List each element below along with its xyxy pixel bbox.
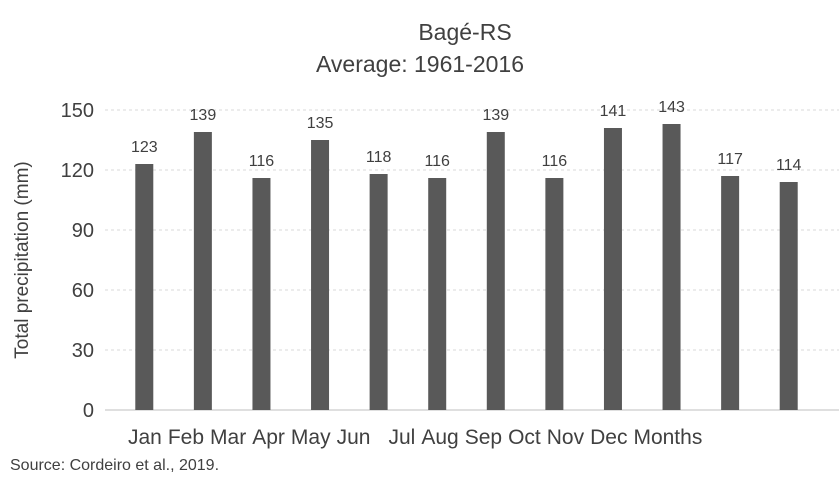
x-tick-label: Nov: [547, 426, 585, 449]
x-tick-label: Mar: [210, 426, 246, 449]
data-label: 139: [190, 107, 217, 124]
chart-title: Bagé-RS: [418, 19, 511, 45]
y-tick-label: 120: [61, 160, 94, 182]
bar: [662, 124, 681, 410]
data-label: 139: [482, 107, 509, 124]
y-tick-label: 0: [83, 400, 94, 422]
data-label: 117: [717, 151, 743, 168]
data-label: 114: [776, 157, 802, 174]
bar: [779, 182, 798, 410]
data-label: 141: [600, 103, 627, 120]
x-tick-label: Jun: [337, 426, 371, 449]
bar: [193, 132, 212, 410]
data-label: 123: [131, 139, 158, 156]
y-tick-label: 30: [72, 340, 94, 362]
x-tick-label: Oct: [508, 426, 541, 449]
data-label: 116: [424, 153, 450, 170]
x-tick-label: Apr: [252, 426, 285, 449]
data-label: 135: [307, 115, 334, 132]
x-tick-label: Feb: [168, 426, 204, 449]
x-tick-label: Dec: [590, 426, 627, 449]
y-tick-label: 60: [72, 280, 94, 302]
bar: [135, 164, 154, 410]
chart-subtitle: Average: 1961-2016: [316, 51, 524, 77]
x-axis-labels: Jan Feb Mar Apr May Jun Jul Aug Sep Oct Nov Dec Mont…: [128, 426, 702, 449]
x-tick-label: May: [291, 426, 331, 449]
bar: [311, 140, 330, 410]
data-label: 116: [249, 153, 275, 170]
bar: [603, 128, 622, 410]
bar: [545, 178, 564, 410]
x-tick-label: Aug: [421, 426, 458, 449]
x-tick-label: Jul: [388, 426, 415, 449]
bar: [428, 178, 447, 410]
bar: [369, 174, 388, 410]
y-tick-label: 90: [72, 220, 94, 242]
data-label: 118: [366, 149, 392, 166]
source-note: Source: Cordeiro et al., 2019.: [10, 457, 219, 474]
data-label: 143: [658, 99, 685, 116]
x-axis-label: Months: [633, 426, 702, 449]
y-tick-label: 150: [61, 100, 94, 122]
data-label: 116: [542, 153, 568, 170]
bar: [486, 132, 505, 410]
bar: [721, 176, 740, 410]
y-axis-label: Total precipitation (mm): [12, 161, 33, 358]
x-tick-label: Jan: [128, 426, 162, 449]
bar: [252, 178, 271, 410]
x-tick-label: Sep: [465, 426, 502, 449]
